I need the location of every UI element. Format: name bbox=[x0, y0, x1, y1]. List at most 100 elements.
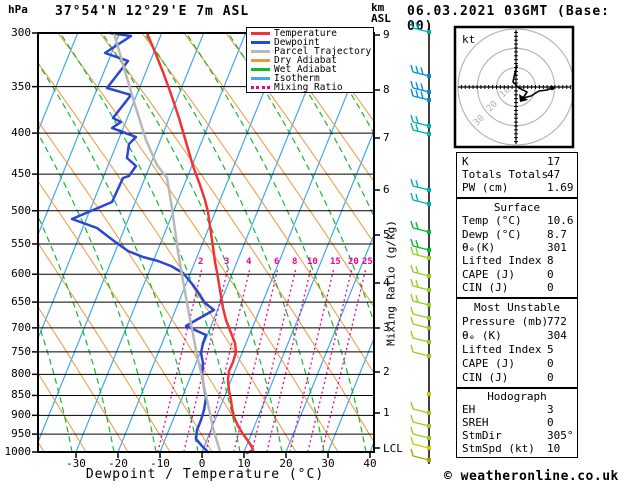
wind-barb-feather bbox=[420, 67, 424, 75]
legend-label: Mixing Ratio bbox=[274, 82, 343, 93]
wind-barb bbox=[410, 448, 431, 462]
legend-item: Dewpoint bbox=[249, 38, 371, 47]
wind-barb-feather bbox=[415, 222, 419, 230]
isotherm-line bbox=[39, 34, 120, 234]
wind-barb-feather bbox=[415, 82, 419, 90]
wind-barb-feather bbox=[415, 90, 419, 98]
wind-barb-feather bbox=[410, 426, 414, 435]
wind-barb bbox=[410, 114, 431, 128]
isotherm-line bbox=[159, 34, 330, 451]
pressure-tick-label: 650 bbox=[11, 295, 31, 309]
table-row-label: CAPE (J) bbox=[462, 357, 515, 370]
legend-item: Isotherm bbox=[249, 74, 371, 83]
wind-barb-feather bbox=[410, 88, 414, 97]
table-row: Dewp (°C) 8.7 bbox=[457, 227, 577, 241]
hodograph-trace bbox=[512, 64, 553, 99]
table-row-value: 8 bbox=[547, 254, 554, 268]
table-row: CAPE (J) 0 bbox=[457, 267, 577, 281]
isotherm-line bbox=[39, 34, 78, 131]
altitude-unit-asl: ASL bbox=[371, 12, 391, 25]
wind-barb-feather bbox=[410, 122, 414, 131]
wind-barb-feather bbox=[410, 64, 414, 73]
wind-barb bbox=[410, 264, 431, 278]
wind-barb-feather bbox=[410, 401, 414, 410]
km-tick-label: 9 bbox=[383, 28, 390, 41]
wind-barb-shaft bbox=[412, 121, 430, 127]
indices-table-section: Most Unstable Pressure (mb) 772 θₑ (K) 304 Li… bbox=[456, 298, 578, 388]
wind-barb-feather bbox=[420, 91, 424, 99]
legend-item: Temperature bbox=[249, 29, 371, 38]
wind-barb bbox=[410, 306, 431, 320]
wind-barb-feather bbox=[415, 180, 419, 188]
table-row: θₑ(K) 301 bbox=[457, 241, 577, 254]
wet-adiabat-line bbox=[39, 63, 199, 451]
wind-barb bbox=[410, 20, 431, 34]
table-row-value: 10 bbox=[547, 441, 561, 455]
temp-tick-label: 30 bbox=[321, 457, 335, 470]
wind-barb-feather bbox=[415, 240, 419, 248]
table-row-value: 305° bbox=[547, 428, 574, 442]
dry-adiabat-line bbox=[58, 34, 338, 451]
isotherm-line bbox=[327, 339, 373, 451]
wind-barb-shaft bbox=[412, 300, 430, 306]
wind-barb-shaft bbox=[412, 185, 430, 191]
km-tick-label: 3 bbox=[383, 321, 390, 334]
pressure-tick-label: 500 bbox=[11, 203, 31, 217]
hodograph-ring-label: 30 bbox=[472, 113, 487, 128]
table-row-value: 304 bbox=[547, 329, 567, 342]
wet-adiabat-line bbox=[39, 134, 157, 451]
table-row-label: Lifted Index bbox=[462, 254, 542, 268]
table-row: θₑ (K) 304 bbox=[457, 330, 577, 342]
wind-barb-feather bbox=[410, 414, 414, 423]
altitude-unit-km: km bbox=[371, 1, 385, 14]
table-row-value: 8.7 bbox=[547, 227, 567, 241]
wind-barb-shaft bbox=[412, 351, 430, 357]
wet-adiabat-line bbox=[39, 217, 115, 451]
legend-swatch-mixing-ratio bbox=[251, 86, 270, 89]
datetime-label: 06.03.2021 03GMT (Base: 00) bbox=[407, 4, 611, 34]
table-row-value: 0 bbox=[547, 267, 554, 281]
temp-tick-label: 10 bbox=[237, 457, 251, 470]
km-tick-label: 5 bbox=[383, 228, 390, 241]
pressure-tick-label: 750 bbox=[11, 344, 31, 358]
table-row: K 17 bbox=[457, 155, 577, 168]
wind-barb-shaft bbox=[412, 95, 430, 101]
table-row: Pressure (mb) 772 bbox=[457, 316, 577, 328]
pressure-tick-label: 700 bbox=[11, 320, 31, 334]
dry-adiabat-line bbox=[39, 182, 212, 451]
wind-barb-feather bbox=[415, 66, 419, 74]
table-row: CAPE (J) 0 bbox=[457, 358, 577, 370]
temperature-trace bbox=[145, 31, 255, 455]
table-row-label: StmDir bbox=[462, 428, 502, 442]
wind-barb-shaft bbox=[412, 271, 430, 277]
legend-label: Temperature bbox=[274, 28, 337, 39]
table-row-label: EH bbox=[462, 403, 476, 417]
wet-adiabat-line bbox=[185, 34, 367, 451]
temp-tick-label: -20 bbox=[108, 457, 128, 470]
temp-tick-label: -30 bbox=[66, 457, 86, 470]
legend-swatch-dry-adiabat bbox=[251, 59, 270, 62]
wind-barb bbox=[410, 238, 431, 252]
pressure-tick-label: 550 bbox=[11, 236, 31, 250]
mixing-ratio-line bbox=[251, 267, 297, 451]
wind-barb-base-dot bbox=[427, 392, 431, 396]
wind-barb-feather bbox=[415, 124, 419, 132]
wind-barb-shaft bbox=[412, 227, 430, 233]
legend-item: Wet Adiabat bbox=[249, 65, 371, 74]
table-section-header: Most Unstable bbox=[473, 301, 561, 314]
table-row-value: 3 bbox=[547, 403, 554, 417]
wind-barb-shaft bbox=[412, 421, 430, 427]
hodograph-border bbox=[453, 25, 575, 149]
table-row-label: Totals Totals bbox=[462, 167, 549, 181]
mixing-ratio-value-label: 4 bbox=[246, 257, 252, 267]
legend-swatch-parcel-trajectory bbox=[251, 50, 270, 53]
table-row-value: 47 bbox=[547, 167, 561, 181]
wind-barb-shaft bbox=[412, 408, 430, 414]
wind-barb-feather bbox=[410, 330, 414, 339]
mixing-ratio-line bbox=[157, 267, 203, 451]
table-row: PW (cm) 1.69 bbox=[457, 182, 577, 194]
wind-barb bbox=[410, 178, 431, 192]
mixing-ratio-line bbox=[307, 267, 353, 451]
wind-barb-shaft bbox=[412, 443, 430, 449]
mixing-ratio-line bbox=[183, 267, 229, 451]
